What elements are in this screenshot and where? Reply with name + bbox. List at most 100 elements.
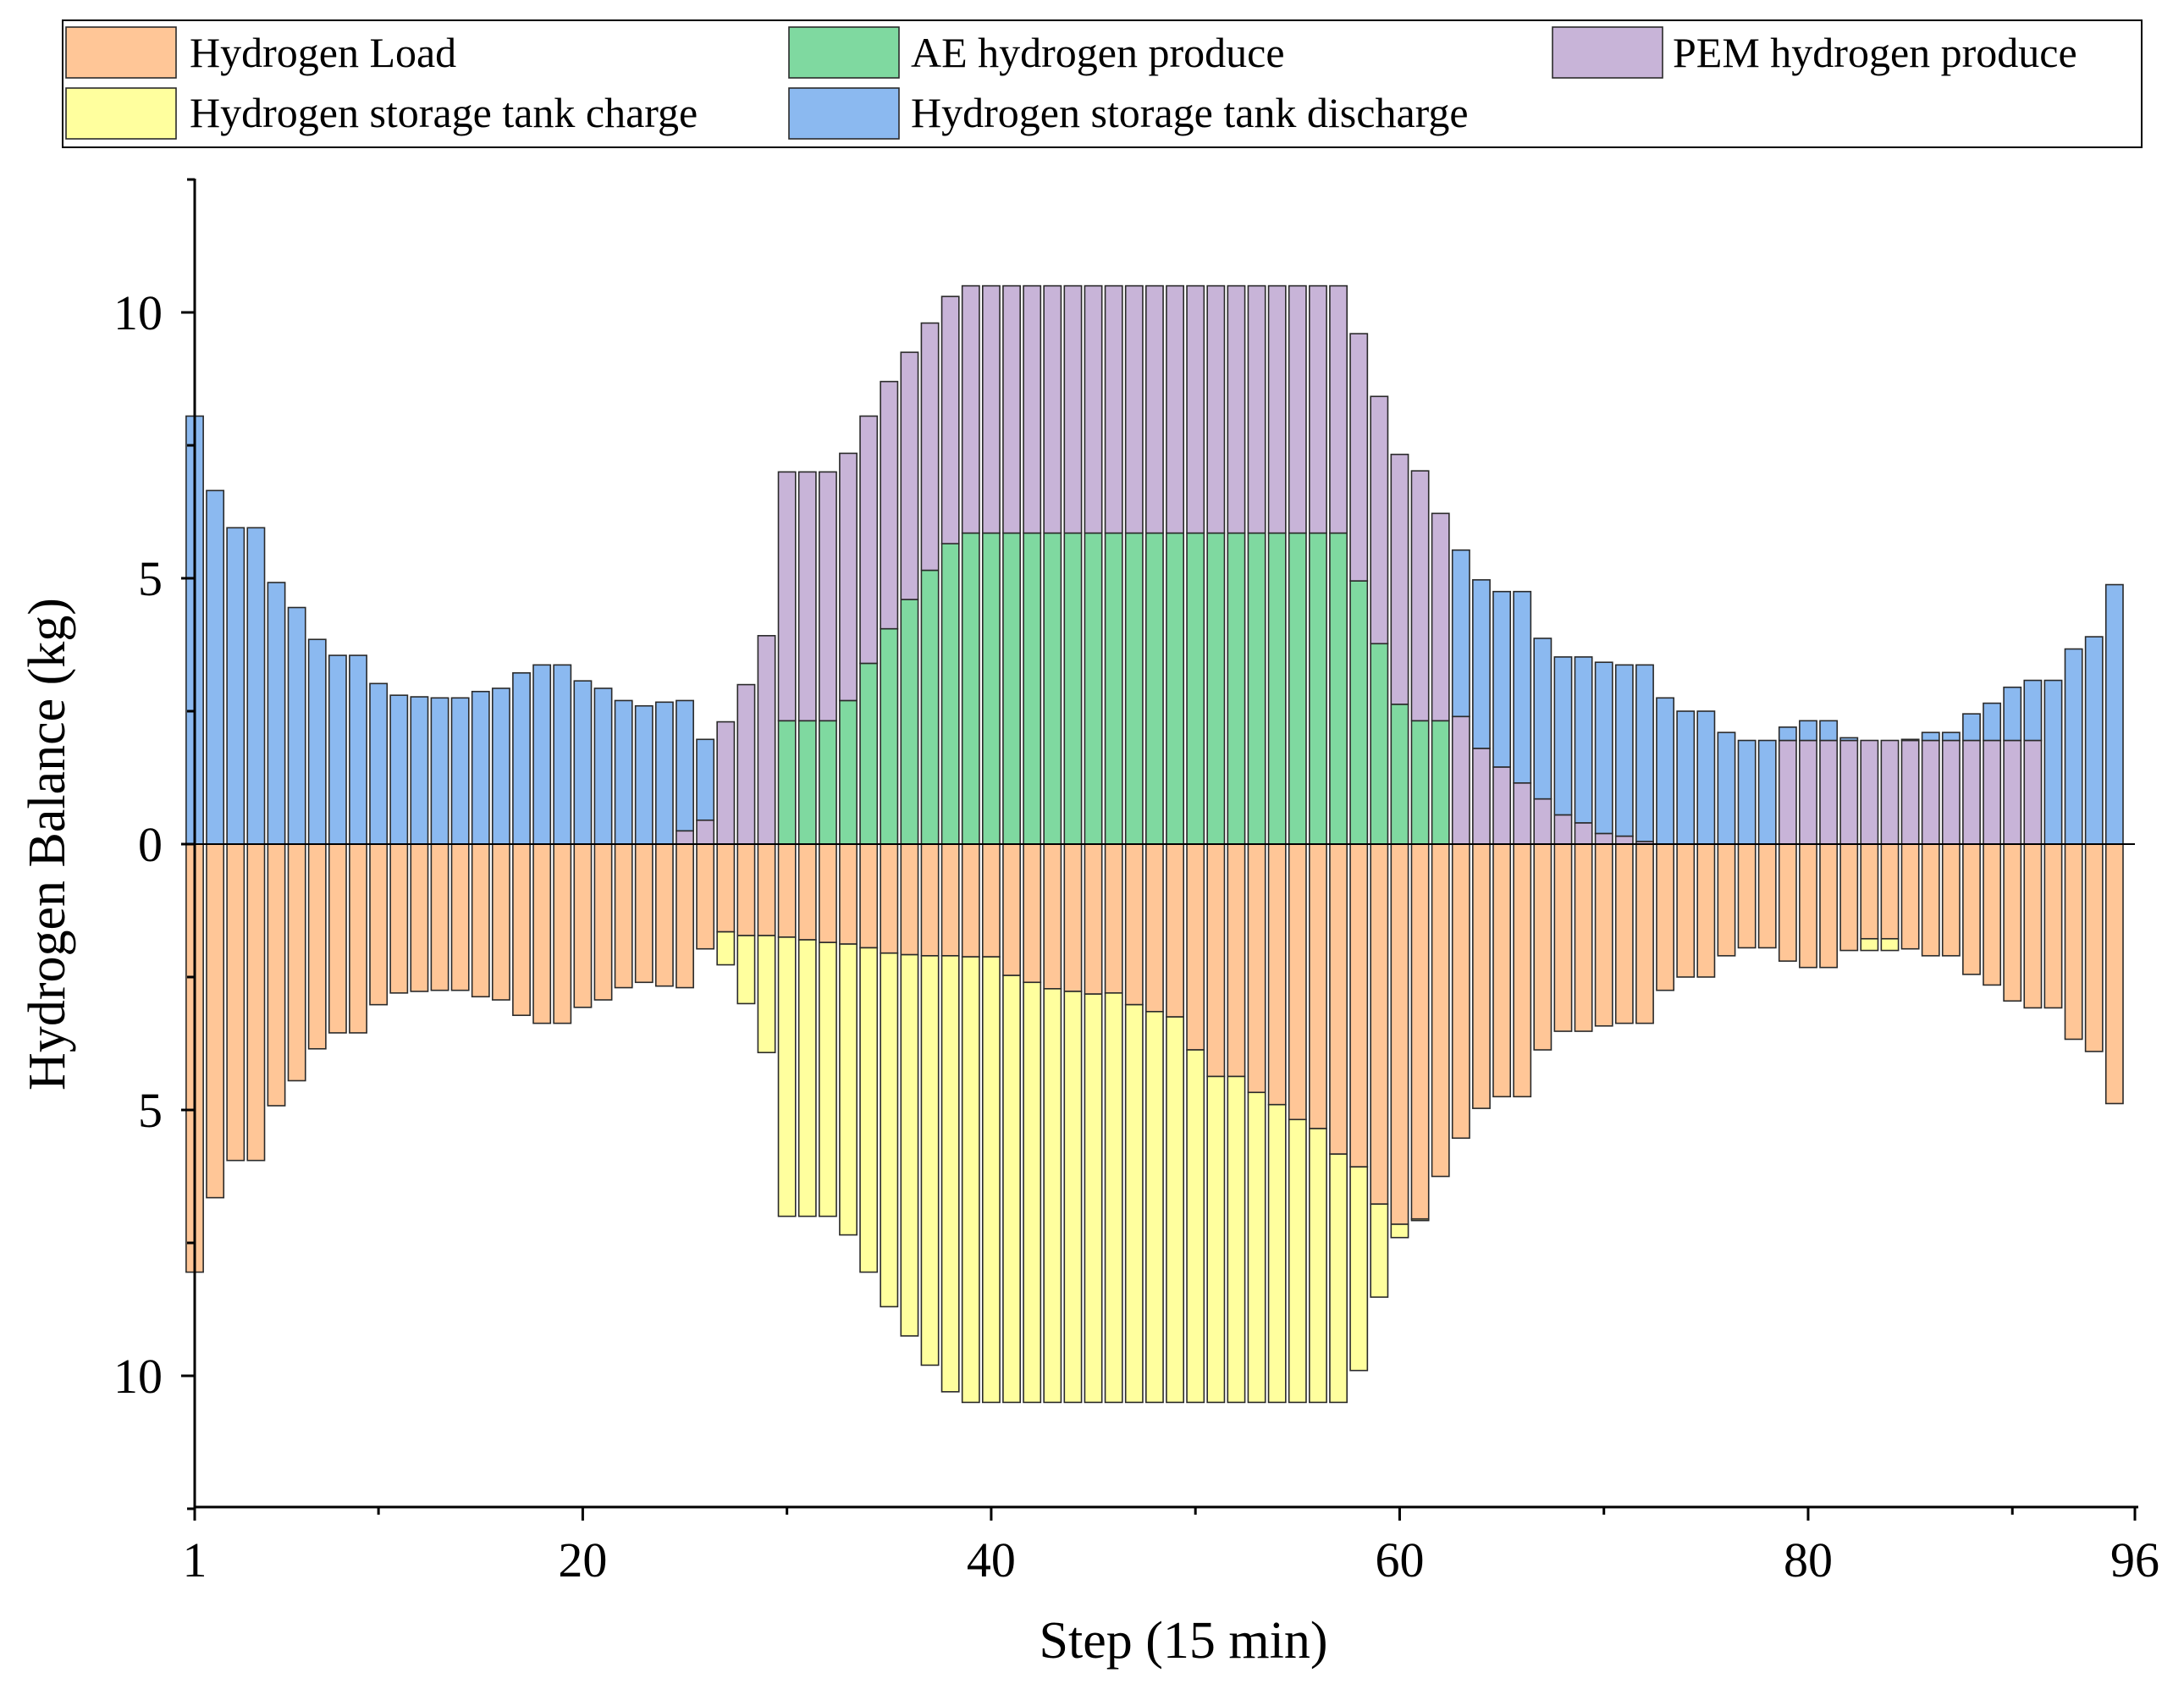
bar-discharge-step-63 bbox=[1451, 549, 1470, 718]
bar-load-step-4 bbox=[246, 843, 266, 1162]
bar-ae-step-34 bbox=[859, 662, 879, 845]
bar-load-step-49 bbox=[1166, 843, 1185, 1018]
bar-pem-step-63 bbox=[1451, 715, 1470, 845]
bar-pem-step-28 bbox=[736, 683, 756, 845]
bar-load-step-24 bbox=[654, 843, 674, 987]
x-axis-ticks: 1 20 40 60 80 96 bbox=[183, 1507, 2159, 1587]
bar-charge-step-41 bbox=[1002, 974, 1021, 1404]
bar-pem-step-45 bbox=[1084, 284, 1103, 534]
legend-swatch-hydrogen-load bbox=[65, 26, 177, 79]
y-tick-label: 5 bbox=[138, 1083, 163, 1138]
bar-discharge-step-15 bbox=[471, 690, 490, 845]
bar-discharge-step-5 bbox=[267, 582, 286, 845]
bar-charge-step-39 bbox=[961, 956, 980, 1404]
bar-charge-step-27 bbox=[716, 930, 736, 966]
bar-charge-step-50 bbox=[1186, 1049, 1205, 1404]
bar-load-step-50 bbox=[1186, 843, 1205, 1051]
bar-pem-step-81 bbox=[1819, 739, 1839, 845]
bar-ae-step-40 bbox=[981, 532, 1001, 845]
bar-pem-step-84 bbox=[1880, 739, 1900, 845]
bar-pem-step-47 bbox=[1124, 284, 1144, 534]
bar-pem-step-83 bbox=[1860, 739, 1879, 845]
legend-item-hydrogen-load[interactable]: Hydrogen Load bbox=[65, 26, 456, 79]
bar-load-step-69 bbox=[1574, 843, 1593, 1032]
bar-pem-step-64 bbox=[1472, 748, 1491, 845]
legend-item-pem-hydrogen-produce[interactable]: PEM hydrogen produce bbox=[1552, 26, 2077, 79]
legend-item-ae-hydrogen-produce[interactable]: AE hydrogen produce bbox=[788, 26, 1285, 79]
bar-pem-step-38 bbox=[940, 295, 960, 544]
bar-pem-step-71 bbox=[1614, 835, 1634, 845]
bar-charge-step-40 bbox=[981, 956, 1001, 1404]
bar-load-step-64 bbox=[1472, 843, 1491, 1109]
bar-charge-step-54 bbox=[1267, 1103, 1287, 1404]
bar-pem-step-37 bbox=[920, 322, 940, 571]
bar-load-step-61 bbox=[1410, 843, 1430, 1220]
bar-discharge-step-73 bbox=[1656, 697, 1675, 845]
bar-discharge-step-85 bbox=[1900, 738, 1920, 742]
bar-discharge-step-16 bbox=[491, 687, 510, 845]
bar-discharge-step-78 bbox=[1757, 739, 1777, 845]
bar-ae-step-37 bbox=[920, 569, 940, 845]
bar-load-step-80 bbox=[1799, 843, 1817, 969]
bar-pem-step-80 bbox=[1799, 739, 1817, 845]
x-tick-label: 1 bbox=[183, 1532, 207, 1587]
bar-pem-step-89 bbox=[1983, 739, 2002, 845]
bar-discharge-step-82 bbox=[1839, 737, 1859, 742]
bar-load-step-70 bbox=[1594, 843, 1613, 1027]
bar-pem-step-66 bbox=[1513, 781, 1532, 845]
bar-load-step-15 bbox=[471, 843, 490, 998]
bar-load-step-76 bbox=[1717, 843, 1736, 957]
bar-load-step-89 bbox=[1983, 843, 2002, 986]
bar-load-step-41 bbox=[1002, 843, 1021, 976]
y-tick-label: 10 bbox=[113, 1349, 163, 1404]
bar-load-step-27 bbox=[716, 843, 736, 933]
bar-ae-step-36 bbox=[900, 599, 919, 845]
bar-charge-step-37 bbox=[920, 955, 940, 1366]
bar-charge-step-29 bbox=[757, 935, 776, 1053]
bar-pem-step-30 bbox=[777, 471, 797, 722]
bar-charge-step-38 bbox=[940, 955, 960, 1393]
bar-ae-step-48 bbox=[1145, 532, 1164, 845]
legend-item-storage-charge[interactable]: Hydrogen storage tank charge bbox=[65, 87, 698, 140]
bar-charge-step-56 bbox=[1309, 1128, 1327, 1404]
bar-discharge-step-3 bbox=[226, 527, 245, 845]
bar-pem-step-51 bbox=[1206, 284, 1226, 534]
bar-discharge-step-66 bbox=[1513, 590, 1532, 784]
bar-charge-step-33 bbox=[839, 943, 858, 1236]
bar-charge-step-58 bbox=[1349, 1166, 1369, 1372]
bar-pem-step-82 bbox=[1839, 739, 1859, 845]
bar-load-step-33 bbox=[839, 843, 858, 945]
bar-load-step-7 bbox=[307, 843, 327, 1050]
bar-load-step-67 bbox=[1533, 843, 1553, 1051]
legend-swatch-ae-hydrogen-produce bbox=[788, 26, 900, 79]
bar-load-step-36 bbox=[900, 843, 919, 956]
bar-discharge-step-9 bbox=[349, 654, 367, 845]
bar-load-step-23 bbox=[634, 843, 654, 984]
bar-ae-step-62 bbox=[1431, 720, 1450, 845]
bar-ae-step-33 bbox=[839, 699, 858, 845]
bar-ae-step-61 bbox=[1410, 720, 1430, 845]
bar-discharge-step-81 bbox=[1819, 720, 1839, 742]
legend-item-storage-discharge[interactable]: Hydrogen storage tank discharge bbox=[788, 87, 1469, 140]
bar-load-step-95 bbox=[2104, 843, 2124, 1105]
bar-load-step-79 bbox=[1778, 843, 1797, 962]
bar-pem-step-40 bbox=[981, 284, 1001, 534]
bar-load-step-75 bbox=[1696, 843, 1716, 978]
bar-charge-step-55 bbox=[1288, 1118, 1307, 1404]
bar-ae-step-46 bbox=[1104, 532, 1123, 845]
legend-swatch-storage-charge bbox=[65, 87, 177, 140]
bar-load-step-72 bbox=[1635, 843, 1654, 1024]
bar-discharge-step-24 bbox=[654, 701, 674, 845]
bar-discharge-step-86 bbox=[1921, 732, 1940, 742]
bar-load-step-86 bbox=[1921, 843, 1940, 957]
bar-load-step-37 bbox=[920, 843, 940, 957]
bar-charge-step-34 bbox=[859, 947, 879, 1273]
bar-pem-step-32 bbox=[818, 471, 837, 722]
bar-load-step-12 bbox=[410, 843, 429, 992]
y-axis-title: Hydrogen Balance (kg) bbox=[19, 598, 76, 1090]
bar-load-step-46 bbox=[1104, 843, 1123, 994]
bar-load-step-8 bbox=[328, 843, 347, 1034]
bar-discharge-step-19 bbox=[553, 664, 572, 845]
bar-load-step-94 bbox=[2084, 843, 2104, 1052]
